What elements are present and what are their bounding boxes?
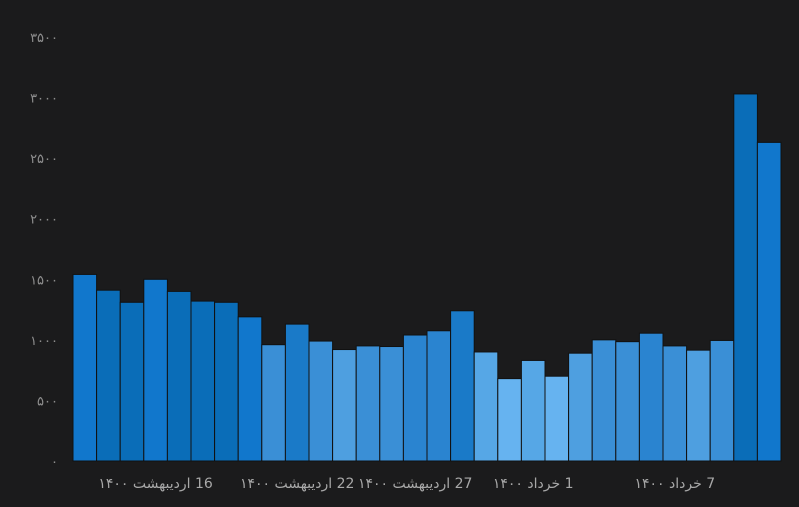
x-tick-label: 22 اردیبهشت ۱۴۰۰ [240,476,355,492]
y-tick-label: ۱۰۰۰ [30,334,58,349]
bar-22[interactable] [568,352,593,462]
y-axis: ۰ ۵۰۰ ۱۰۰۰ ۱۵۰۰ ۲۰۰۰ ۲۵۰۰ ۳۰۰۰ ۳۵۰۰ [30,31,58,470]
bar-23[interactable] [591,339,617,462]
bar-9[interactable] [261,344,286,462]
bar-6[interactable] [190,300,216,462]
bar-28[interactable] [709,339,735,462]
y-tick-label: ۱۵۰۰ [30,273,58,288]
bar-27[interactable] [686,349,711,462]
y-tick-label: ۰ [51,455,58,470]
bar-13[interactable] [355,345,381,462]
x-tick-label: 16 اردیبهشت ۱۴۰۰ [98,476,213,492]
bar-17[interactable] [450,310,475,462]
bar-15[interactable] [402,334,428,462]
bar-29[interactable] [733,93,758,462]
bars [72,93,782,462]
bar-5[interactable] [166,290,192,462]
y-tick-label: ۳۰۰۰ [30,92,58,107]
bar-25[interactable] [638,332,664,462]
bar-11[interactable] [308,340,334,462]
bar-14[interactable] [379,346,404,462]
bar-16[interactable] [426,330,452,462]
bar-1[interactable] [72,273,98,462]
bar-2[interactable] [96,289,121,462]
x-axis: 16 اردیبهشت ۱۴۰۰ 22 اردیبهشت ۱۴۰۰ 27 اردیب… [98,476,715,492]
y-tick-label: ۲۵۰۰ [30,152,58,167]
bar-3[interactable] [119,301,145,462]
bar-20[interactable] [520,359,546,462]
bar-24[interactable] [615,341,640,462]
bar-21[interactable] [544,375,570,462]
bar-10[interactable] [284,323,310,462]
x-tick-label: 7 خرداد ۱۴۰۰ [634,476,715,492]
bar-19[interactable] [497,378,522,462]
y-tick-label: ۳۵۰۰ [30,31,58,46]
bar-4[interactable] [143,278,168,462]
y-tick-label: ۲۰۰۰ [30,213,58,228]
x-tick-label: 1 خرداد ۱۴۰۰ [493,476,574,492]
bar-30[interactable] [756,141,782,462]
x-tick-label: 27 اردیبهشت ۱۴۰۰ [358,476,473,492]
y-tick-label: ۵۰۰ [37,394,58,409]
bar-8[interactable] [237,316,263,462]
bar-12[interactable] [332,349,357,462]
bar-7[interactable] [214,301,239,462]
bar-18[interactable] [473,351,499,462]
bar-26[interactable] [662,345,688,462]
